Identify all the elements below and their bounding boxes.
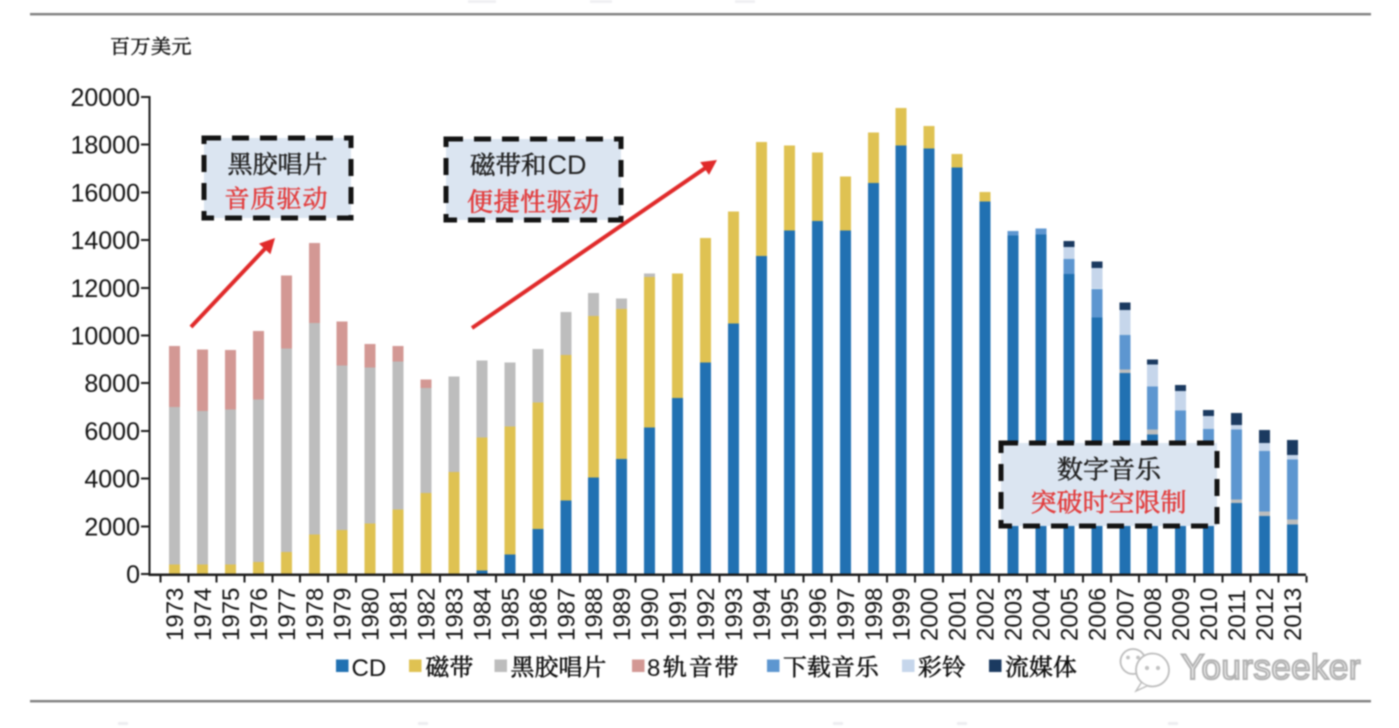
svg-text:8: 8 [647, 655, 660, 682]
svg-text:2002: 2002 [973, 588, 1000, 641]
svg-text:1976: 1976 [246, 588, 273, 641]
svg-text:1989: 1989 [609, 588, 636, 641]
svg-text:1978: 1978 [302, 588, 329, 641]
svg-text:1974: 1974 [190, 588, 217, 641]
svg-text:1998: 1998 [861, 588, 888, 641]
svg-text:1990: 1990 [637, 588, 664, 641]
svg-text:2009: 2009 [1168, 588, 1195, 641]
svg-text:2010: 2010 [1196, 588, 1223, 641]
svg-text:1981: 1981 [386, 588, 413, 641]
svg-text:Yourseeker: Yourseeker [1181, 648, 1361, 687]
svg-text:1973: 1973 [162, 588, 189, 641]
svg-text:2000: 2000 [917, 588, 944, 641]
svg-text:20000: 20000 [70, 84, 140, 112]
svg-text:2003: 2003 [1001, 588, 1028, 641]
svg-text:1979: 1979 [330, 588, 357, 641]
svg-text:14000: 14000 [70, 227, 140, 255]
svg-text:1991: 1991 [665, 588, 692, 641]
svg-text:0: 0 [126, 561, 140, 589]
svg-text:1975: 1975 [218, 588, 245, 641]
svg-text:1992: 1992 [693, 588, 720, 641]
svg-text:2006: 2006 [1084, 588, 1111, 641]
svg-text:1984: 1984 [469, 588, 496, 641]
svg-text:1977: 1977 [274, 588, 301, 641]
svg-text:4000: 4000 [84, 466, 140, 494]
svg-text:1982: 1982 [414, 588, 441, 641]
svg-text:CD: CD [352, 655, 387, 682]
svg-text:2013: 2013 [1280, 588, 1307, 641]
svg-text:1986: 1986 [525, 588, 552, 641]
svg-text:18000: 18000 [70, 132, 140, 160]
svg-text:1996: 1996 [805, 588, 832, 641]
svg-text:10000: 10000 [70, 323, 140, 351]
svg-text:CD: CD [548, 150, 587, 180]
svg-text:1999: 1999 [889, 588, 916, 641]
svg-text:2008: 2008 [1140, 588, 1167, 641]
svg-text:1993: 1993 [721, 588, 748, 641]
svg-text:1980: 1980 [358, 588, 385, 641]
svg-text:2004: 2004 [1028, 588, 1055, 641]
svg-text:16000: 16000 [70, 179, 140, 207]
svg-text:2005: 2005 [1056, 588, 1083, 641]
svg-text:1995: 1995 [777, 588, 804, 641]
svg-text:1987: 1987 [553, 588, 580, 641]
svg-text:2011: 2011 [1224, 589, 1251, 641]
svg-text:2001: 2001 [945, 588, 972, 641]
svg-text:1994: 1994 [749, 588, 776, 641]
svg-text:6000: 6000 [84, 418, 140, 446]
svg-text:1997: 1997 [833, 588, 860, 641]
svg-text:1988: 1988 [581, 588, 608, 641]
svg-text:2012: 2012 [1252, 588, 1279, 641]
svg-text:12000: 12000 [70, 275, 140, 303]
svg-text:1985: 1985 [497, 588, 524, 641]
svg-text:2007: 2007 [1112, 588, 1139, 641]
svg-text:1983: 1983 [442, 588, 469, 641]
svg-text:2000: 2000 [84, 513, 140, 541]
svg-text:8000: 8000 [84, 370, 140, 398]
